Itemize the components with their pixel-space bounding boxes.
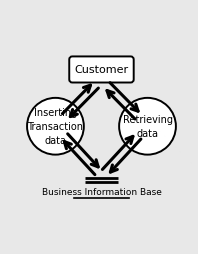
Text: Inserting
Transaction
data: Inserting Transaction data xyxy=(28,108,83,146)
Text: Retrieving
data: Retrieving data xyxy=(123,115,172,139)
Text: Customer: Customer xyxy=(74,65,129,75)
Circle shape xyxy=(27,99,84,155)
Text: Business Information Base: Business Information Base xyxy=(42,187,161,196)
FancyBboxPatch shape xyxy=(69,57,134,83)
Circle shape xyxy=(119,99,176,155)
